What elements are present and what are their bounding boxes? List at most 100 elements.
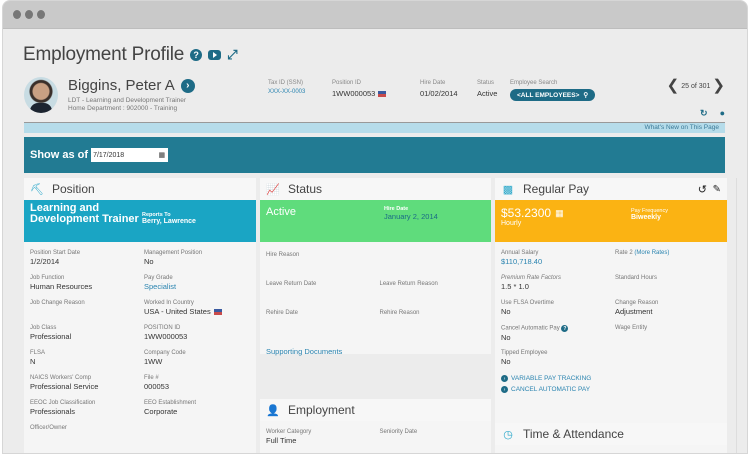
history-icon[interactable]: ↺ — [697, 183, 707, 196]
previous-record-button[interactable]: ❮ — [666, 77, 680, 94]
field-label: Leave Return Date — [266, 281, 317, 287]
person-icon: 👤 — [266, 404, 280, 417]
field-value: Professional Service — [30, 382, 99, 391]
hire-date-label: Hire Date — [420, 80, 446, 86]
employee-search-button[interactable]: <ALL EMPLOYEES> ⚲ — [510, 89, 596, 101]
pay-fields: Annual Salary $110,718.40 Rate 2 (More Ra… — [495, 242, 727, 375]
field-value: No — [501, 307, 511, 316]
field-label: Officer/Owner — [30, 425, 67, 431]
show-as-of-date-value: 7/17/2018 — [93, 151, 125, 159]
employee-header: Biggins, Peter A › LDT - Learning and De… — [24, 77, 195, 113]
window-minimize-button[interactable] — [25, 10, 33, 19]
hire-date: Hire Date 01/02/2014 — [420, 80, 458, 98]
position-id: Position ID 1WW000053 — [332, 80, 387, 98]
field-label: File # — [144, 375, 159, 381]
expand-icon[interactable]: ⤢ — [227, 47, 238, 62]
status-panel: 📈 Status Active Hire Date January 2, 201… — [260, 178, 491, 356]
chevron-right-icon[interactable]: › — [180, 78, 195, 93]
field-value: No — [501, 357, 511, 366]
field: Leave Return Date — [266, 281, 372, 303]
search-icon: ⚲ — [583, 92, 589, 99]
field: Annual Salary $110,718.40 — [501, 250, 607, 268]
employee-name: Biggins, Peter A — [68, 77, 175, 94]
position-fields: Position Start Date 1/2/2014 Management P… — [24, 242, 256, 450]
field-value: 1WW — [144, 357, 163, 366]
field-value: USA - United States — [144, 307, 250, 316]
position-id-label: Position ID — [332, 80, 362, 86]
pay-actions: › VARIABLE PAY TRACKING › CANCEL AUTOMATIC… — [495, 375, 727, 393]
field — [380, 252, 486, 274]
field-label: Premium Rate Factors — [501, 275, 562, 281]
calculator-icon[interactable]: ▦ — [555, 207, 564, 218]
next-record-button[interactable]: ❯ — [712, 77, 725, 94]
hire-date-value: 01/02/2014 — [420, 89, 458, 98]
clock-icon: ◷ — [503, 428, 513, 441]
tax-id-value[interactable]: XXX-XX-0003 — [268, 89, 306, 95]
field-label: Worker Category — [266, 429, 312, 435]
field: Officer/Owner — [30, 425, 136, 443]
field: POSITION ID 1WW000053 — [144, 325, 250, 343]
help-icon[interactable]: ? — [190, 49, 203, 61]
reports-to-label: Reports To — [142, 212, 171, 218]
employment-panel: 👤 Employment Worker Category Full Time Se… — [260, 399, 491, 453]
field-value: N — [30, 357, 36, 366]
field: Tipped Employee No — [501, 350, 607, 368]
whats-new-link[interactable]: What's New on This Page — [24, 122, 725, 133]
position-banner-title: Learning and Development Trainer — [30, 202, 139, 225]
pager-text: 25 of 301 — [681, 82, 711, 90]
help-icon[interactable]: ? — [561, 325, 569, 332]
pay-rate-unit: Hourly — [501, 220, 522, 227]
position-id-value: 1WW000053 — [332, 89, 376, 98]
refresh-icon[interactable]: ↻ — [700, 108, 708, 118]
field-label: EEOC Job Classification — [30, 400, 96, 406]
field-value: No — [144, 257, 154, 266]
field-label: Seniority Date — [379, 429, 418, 435]
window-titlebar — [3, 1, 747, 29]
calendar-icon[interactable]: ▦ — [158, 152, 166, 159]
employee-position-line: LDT - Learning and Development Trainer — [68, 97, 187, 104]
field-label: Use FLSA Overtime — [501, 300, 555, 306]
annual-salary-link[interactable]: $110,718.40 — [501, 257, 543, 266]
chevron-right-icon: › — [501, 375, 508, 382]
window-maximize-button[interactable] — [37, 10, 45, 19]
field-label: Worked In Country — [144, 300, 194, 306]
field: Rate 2 (More Rates) — [615, 250, 721, 268]
page-content: Employment Profile ? ⤢ Biggins, Peter A … — [3, 30, 747, 453]
field-label: Pay Grade — [144, 275, 173, 281]
employee-department-line: Home Department : 902000 - Training — [68, 105, 178, 112]
cancel-automatic-pay-link[interactable]: › CANCEL AUTOMATIC PAY — [501, 386, 721, 393]
field-label: Job Function — [30, 275, 65, 281]
position-panel: ⛏ Position Learning and Development Trai… — [24, 178, 256, 453]
employee-search: Employee Search <ALL EMPLOYEES> ⚲ — [510, 80, 596, 101]
field-value: Professional — [30, 332, 72, 341]
field-label: Rehire Date — [266, 310, 299, 316]
field-label: Cancel Automatic Pay ? — [501, 325, 569, 332]
time-attendance-panel-title: Time & Attendance — [523, 427, 624, 441]
field: Job Class Professional — [30, 325, 136, 343]
field-label: Management Position — [144, 250, 203, 256]
show-as-of-date-input[interactable]: 7/17/2018 ▦ — [91, 148, 169, 162]
field: Job Change Reason — [30, 300, 136, 318]
record-pager: ❮ 25 of 301 ❯ — [666, 77, 725, 94]
field: Position Start Date 1/2/2014 — [30, 250, 136, 268]
page-scrollbar[interactable] — [736, 178, 744, 453]
field: Pay Grade Specialist — [144, 275, 250, 293]
field-label: Wage Entity — [615, 325, 648, 331]
reports-to-value[interactable]: Berry, Lawrence — [142, 218, 196, 225]
more-rates-link[interactable]: (More Rates) — [634, 250, 670, 256]
pay-frequency-value: Biweekly — [631, 214, 661, 221]
pay-grade-link[interactable]: Specialist — [144, 282, 177, 291]
field: Job Function Human Resources — [30, 275, 136, 293]
supporting-documents-link[interactable]: Supporting Documents — [266, 347, 343, 356]
field-label: Tipped Employee — [501, 350, 548, 356]
window-close-button[interactable] — [13, 10, 21, 19]
field-label: Hire Reason — [266, 252, 300, 258]
video-icon[interactable] — [208, 50, 222, 60]
employee-search-value: <ALL EMPLOYEES> — [517, 91, 580, 99]
field: Company Code 1WW — [144, 350, 250, 368]
variable-pay-tracking-link[interactable]: › VARIABLE PAY TRACKING — [501, 375, 721, 382]
add-icon[interactable]: ● — [719, 108, 725, 118]
edit-pencil-icon[interactable]: ✎ — [712, 183, 721, 195]
field-value: 1.5 * 1.0 — [501, 282, 529, 291]
